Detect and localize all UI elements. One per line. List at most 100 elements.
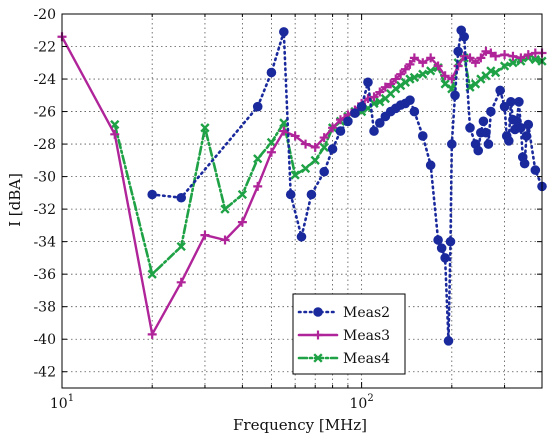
data-point-meas3 bbox=[400, 64, 410, 74]
data-point-meas2 bbox=[147, 189, 157, 200]
y-tick-label: -22 bbox=[33, 40, 56, 56]
data-point-meas3 bbox=[491, 51, 501, 61]
data-point-meas2 bbox=[443, 336, 454, 346]
series-meas4 bbox=[110, 53, 547, 279]
x-tick-label: 102 bbox=[350, 393, 374, 412]
data-point-meas3 bbox=[481, 46, 491, 56]
data-point-meas2 bbox=[436, 243, 447, 253]
data-point-meas3 bbox=[301, 139, 311, 149]
data-point-meas4 bbox=[300, 163, 311, 174]
data-point-meas4 bbox=[266, 137, 277, 148]
data-point-meas2 bbox=[343, 116, 353, 127]
data-point-meas2 bbox=[176, 192, 187, 203]
data-point-meas2 bbox=[514, 97, 524, 107]
data-point-meas3 bbox=[110, 129, 120, 139]
legend-label: Meas2 bbox=[343, 305, 390, 321]
data-point-meas4 bbox=[508, 58, 518, 68]
data-point-meas4 bbox=[310, 155, 320, 165]
y-tick-label: -40 bbox=[33, 332, 56, 348]
data-point-meas4 bbox=[375, 97, 385, 107]
data-point-meas2 bbox=[252, 101, 263, 112]
y-tick-label: -34 bbox=[33, 235, 56, 251]
y-tick-label: -28 bbox=[33, 137, 56, 153]
legend-label: Meas3 bbox=[343, 328, 390, 344]
data-point-meas2 bbox=[481, 127, 491, 138]
data-point-meas2 bbox=[523, 119, 534, 130]
legend-entry-meas4: Meas4 bbox=[297, 351, 390, 367]
data-point-meas4 bbox=[237, 189, 248, 200]
y-tick-label: -26 bbox=[33, 105, 56, 121]
data-point-meas2 bbox=[453, 46, 463, 57]
data-point-meas4 bbox=[253, 154, 263, 164]
legend-marker bbox=[313, 353, 323, 363]
data-point-meas2 bbox=[319, 166, 329, 177]
y-tick-label: -30 bbox=[33, 170, 56, 186]
data-point-meas2 bbox=[350, 108, 360, 118]
data-point-meas3 bbox=[516, 53, 526, 63]
data-point-meas3 bbox=[440, 71, 450, 81]
y-tick-label: -38 bbox=[33, 300, 56, 316]
data-point-meas3 bbox=[253, 181, 263, 191]
y-tick-label: -36 bbox=[33, 267, 56, 283]
data-point-meas2 bbox=[369, 126, 379, 136]
data-point-meas3 bbox=[486, 48, 496, 58]
y-tick-label: -42 bbox=[33, 365, 56, 381]
data-point-meas4 bbox=[220, 204, 230, 214]
data-point-meas3 bbox=[369, 92, 379, 102]
data-point-meas3 bbox=[147, 329, 157, 339]
data-point-meas3 bbox=[310, 142, 320, 152]
data-point-meas3 bbox=[405, 59, 415, 69]
data-point-meas2 bbox=[405, 95, 415, 105]
y-tick-label: -24 bbox=[33, 72, 56, 88]
data-point-meas4 bbox=[418, 69, 428, 79]
data-point-meas4 bbox=[147, 269, 157, 279]
data-point-meas3 bbox=[500, 50, 510, 60]
data-point-meas2 bbox=[519, 158, 530, 169]
plot-frame bbox=[61, 13, 543, 389]
data-point-meas4 bbox=[290, 170, 300, 180]
data-point-meas3 bbox=[391, 74, 401, 84]
data-point-meas2 bbox=[465, 123, 475, 133]
data-point-meas2 bbox=[521, 131, 532, 141]
data-point-meas3 bbox=[237, 217, 247, 227]
data-point-meas2 bbox=[433, 235, 443, 245]
data-point-meas3 bbox=[220, 235, 230, 245]
data-point-meas3 bbox=[409, 53, 419, 63]
data-point-meas2 bbox=[445, 236, 456, 247]
data-point-meas3 bbox=[328, 123, 338, 133]
data-point-meas3 bbox=[380, 82, 390, 92]
data-point-meas4 bbox=[426, 66, 436, 76]
data-point-meas4 bbox=[440, 79, 450, 89]
data-point-meas3 bbox=[279, 126, 289, 136]
y-tick-label: -20 bbox=[33, 7, 56, 23]
legend: Meas2 Meas3 Meas4 bbox=[292, 293, 406, 375]
series-layer bbox=[57, 25, 547, 346]
data-point-meas4 bbox=[530, 54, 540, 65]
data-point-meas3 bbox=[508, 51, 518, 61]
x-tick-label: 101 bbox=[50, 393, 74, 412]
data-point-meas2 bbox=[459, 31, 470, 42]
legend-marker bbox=[313, 330, 323, 340]
data-point-meas2 bbox=[363, 77, 373, 88]
data-point-meas2 bbox=[440, 253, 450, 263]
legend-entry-meas2: Meas2 bbox=[297, 305, 390, 321]
data-point-meas3 bbox=[396, 69, 406, 79]
data-point-meas3 bbox=[471, 58, 481, 68]
data-point-meas2 bbox=[450, 90, 460, 101]
data-point-meas3 bbox=[176, 277, 186, 287]
data-point-meas4 bbox=[319, 142, 329, 152]
data-point-meas2 bbox=[483, 139, 494, 149]
data-point-meas4 bbox=[176, 241, 186, 252]
legend-entry-meas3: Meas3 bbox=[297, 328, 390, 344]
legend-marker bbox=[313, 307, 323, 317]
data-point-meas3 bbox=[447, 74, 457, 84]
data-point-meas2 bbox=[296, 231, 307, 242]
data-point-meas4 bbox=[409, 72, 420, 83]
data-point-meas2 bbox=[335, 126, 346, 136]
axes-layer: -20 -22 -24 -26 -28 -30 -32 -34 -36 -38 -40 -42 101 1… bbox=[33, 7, 543, 412]
data-point-meas2 bbox=[473, 145, 484, 156]
data-point-meas2 bbox=[478, 116, 489, 127]
y-tick-label: -32 bbox=[33, 202, 56, 218]
data-point-meas3 bbox=[200, 230, 210, 240]
